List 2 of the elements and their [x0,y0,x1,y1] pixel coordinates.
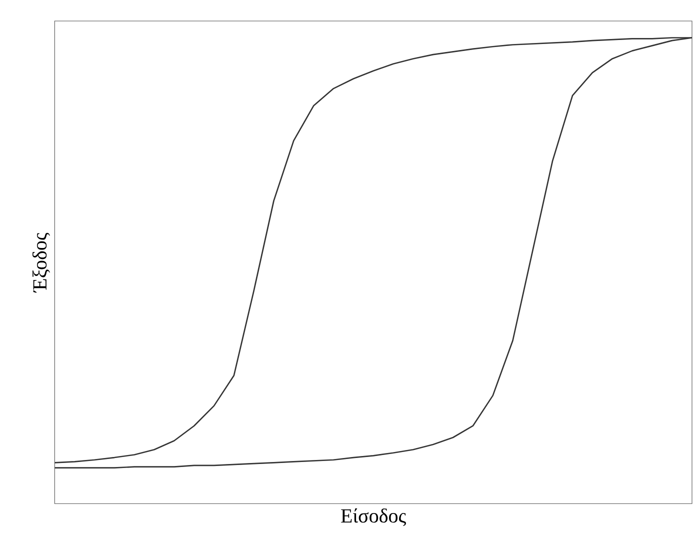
y-axis-title: Έξοδος [32,232,50,293]
x-axis-title: Είσοδος [341,508,406,526]
